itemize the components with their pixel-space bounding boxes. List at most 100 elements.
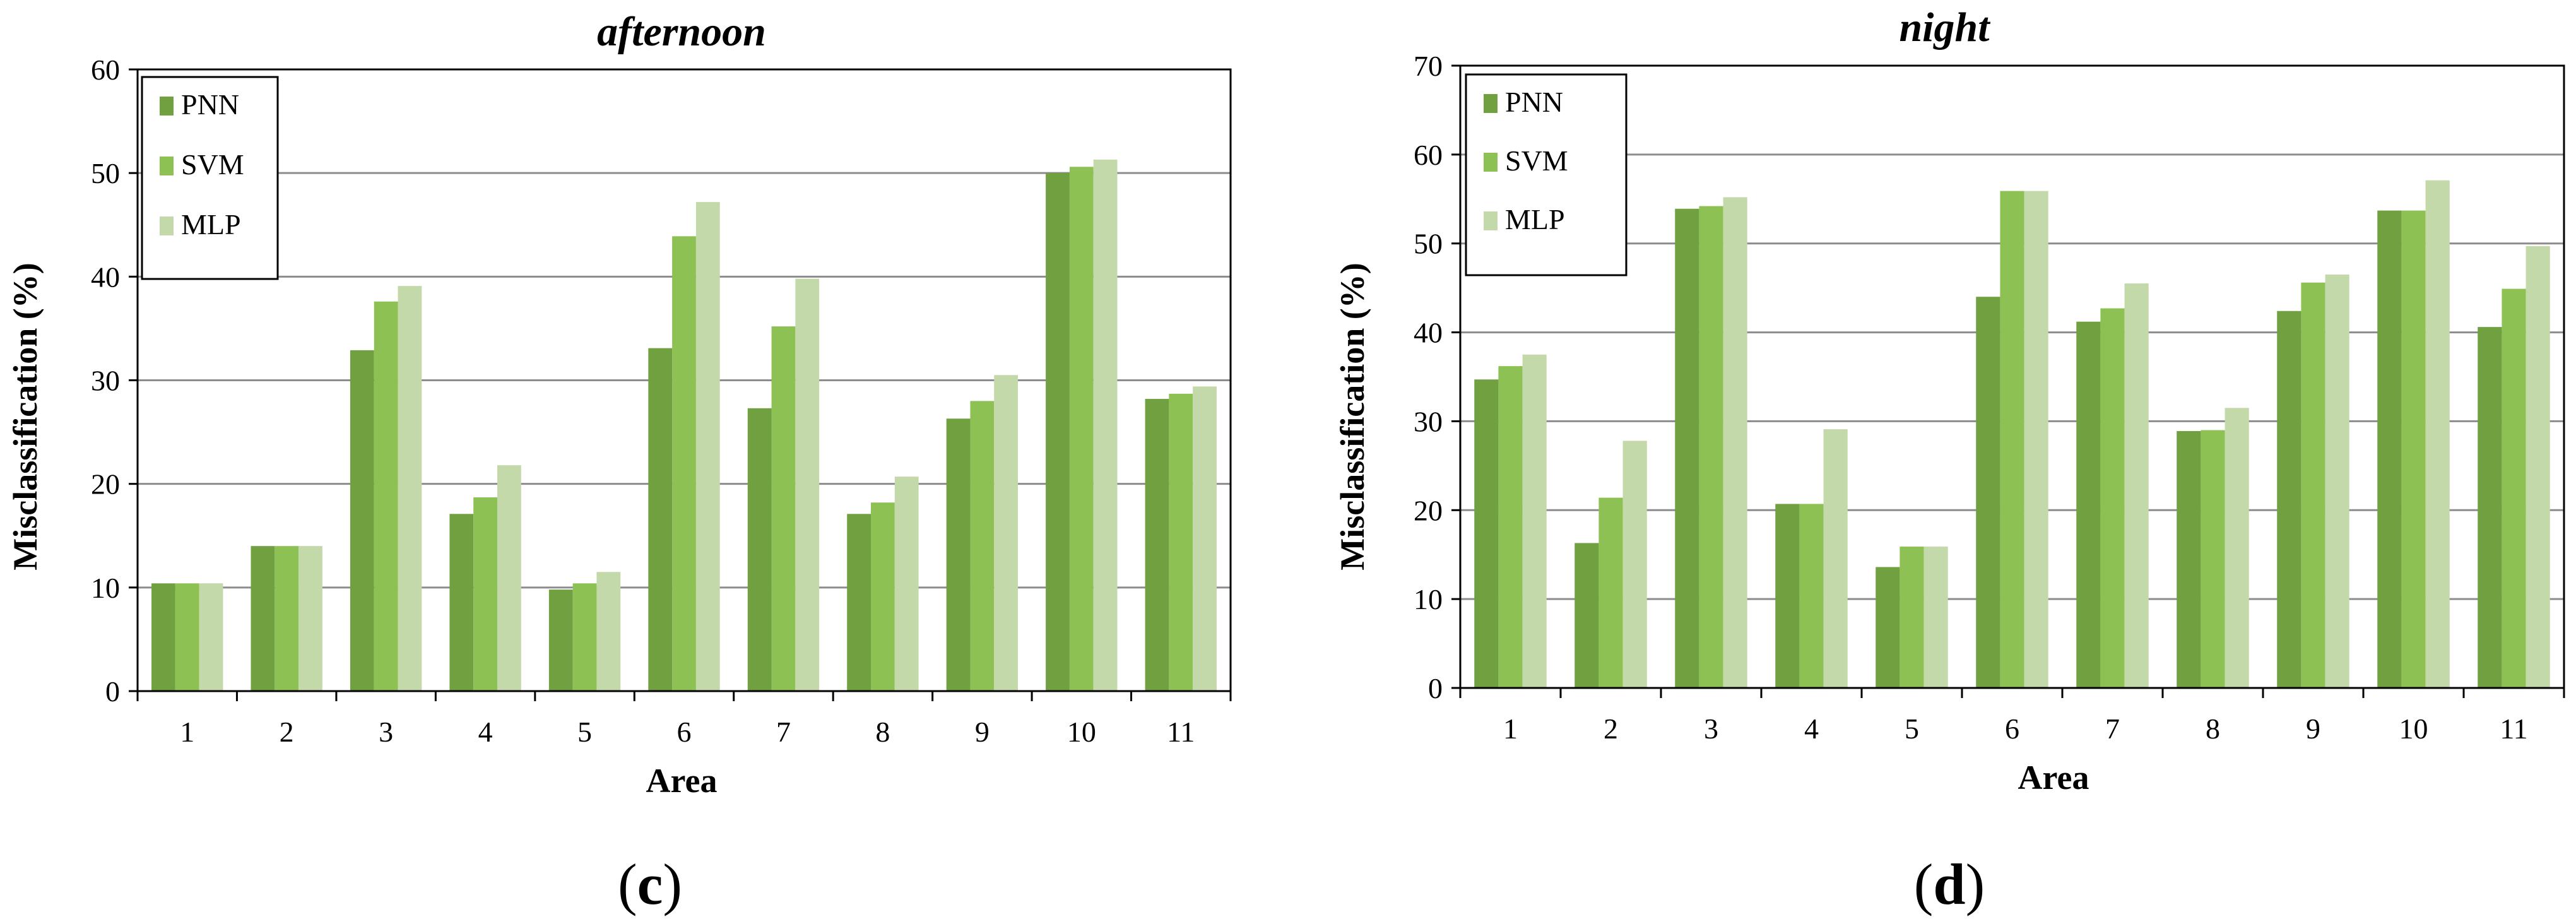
caption-open: (	[1914, 852, 1934, 916]
bar-pnn-area-4	[449, 514, 474, 691]
bar-mlp-area-11	[2526, 246, 2550, 688]
bar-mlp-area-7	[795, 278, 820, 691]
axes	[129, 68, 1232, 701]
x-tick-label: 6	[677, 716, 692, 748]
bar-mlp-area-5	[1923, 547, 1948, 688]
x-axis-label: Area	[646, 762, 718, 800]
y-axis-label: Misclassification (%)	[1333, 263, 1371, 570]
x-tick-label: 2	[280, 716, 294, 748]
bar-pnn-area-10	[2377, 210, 2402, 688]
bar-svm-area-10	[1069, 167, 1094, 692]
x-tick-label: 11	[2500, 713, 2527, 745]
bar-svm-area-4	[1799, 504, 1824, 688]
y-tick-label: 40	[91, 261, 120, 293]
bar-svm-area-6	[2000, 191, 2024, 688]
y-tick-label: 10	[1414, 583, 1443, 615]
caption-close: )	[663, 852, 682, 916]
bar-pnn-area-8	[2177, 430, 2201, 688]
x-axis-label: Area	[2018, 759, 2089, 797]
bar-mlp-area-1	[1522, 354, 1547, 688]
y-tick-label: 30	[1414, 405, 1443, 437]
y-tick-labels: 0 10 20 30 40 50 60 70	[1414, 50, 1443, 704]
caption-close: )	[1966, 852, 1985, 916]
x-tick-label: 5	[577, 716, 592, 748]
bar-pnn-area-1	[151, 583, 175, 691]
bar-svm-area-6	[672, 236, 696, 691]
y-tick-labels: 0 10 20 30 40 50 60	[91, 54, 120, 708]
x-tick-label: 9	[2306, 713, 2320, 745]
x-tick-label: 9	[975, 716, 990, 748]
y-tick-label: 20	[1414, 494, 1443, 526]
legend-label-pnn: PNN	[181, 88, 239, 121]
legend-swatch-mlp	[1484, 211, 1498, 230]
chart-panel-afternoon: afternoon 0 10 20 30 40 50 60 1 2 3 4 5 6 7 8 9 10 11 Ar…	[6, 9, 1232, 916]
bar-pnn-area-3	[350, 350, 374, 691]
bar-svm-area-5	[1900, 547, 1924, 688]
bar-svm-area-8	[871, 502, 895, 691]
caption-letter: d	[1933, 852, 1965, 916]
x-tick-label: 10	[2399, 713, 2428, 745]
legend-swatch-pnn	[160, 97, 174, 116]
bar-svm-area-2	[1598, 497, 1623, 688]
legend-label-mlp: MLP	[1505, 203, 1565, 235]
x-tick-label: 8	[2206, 713, 2220, 745]
bar-pnn-area-1	[1474, 379, 1499, 688]
bar-mlp-area-5	[596, 572, 621, 691]
x-tick-label: 6	[2005, 713, 2019, 745]
bar-pnn-area-2	[1575, 543, 1599, 688]
bar-pnn-area-8	[847, 514, 871, 691]
y-tick-label: 0	[1428, 672, 1443, 704]
axes	[1451, 64, 2565, 698]
bar-mlp-area-9	[994, 375, 1019, 691]
bar-pnn-area-7	[2076, 321, 2101, 688]
caption-letter: c	[637, 852, 663, 916]
bar-pnn-area-9	[2277, 311, 2301, 688]
bar-svm-area-2	[275, 546, 299, 691]
legend-label-svm: SVM	[181, 148, 244, 181]
y-tick-label: 70	[1414, 50, 1443, 82]
y-axis-label: Misclassification (%)	[6, 263, 44, 570]
legend-swatch-svm	[1484, 153, 1498, 172]
chart-title: afternoon	[597, 9, 766, 55]
bar-svm-area-7	[771, 326, 796, 691]
bar-pnn-area-10	[1046, 173, 1070, 692]
x-tick-label: 1	[1503, 713, 1518, 745]
bar-pnn-area-3	[1675, 208, 1699, 688]
chart-night: night 0 10 20 30 40 50 60 70 1 2 3 4 5 6 7 8 9 10 11 Area…	[1333, 4, 2565, 916]
bar-pnn-area-9	[946, 418, 971, 691]
bar-svm-area-3	[374, 301, 398, 691]
bar-svm-area-11	[2502, 288, 2526, 689]
y-tick-label: 10	[91, 572, 120, 604]
x-tick-labels: 1 2 3 4 5 6 7 8 9 10 11	[1503, 713, 2528, 745]
bar-svm-area-1	[1498, 366, 1523, 688]
panel-caption: (d)	[1914, 852, 1985, 916]
caption-open: (	[618, 852, 637, 916]
bar-pnn-area-7	[747, 408, 772, 691]
legend-label-mlp: MLP	[181, 208, 241, 240]
bar-svm-area-11	[1169, 393, 1193, 691]
bar-pnn-area-5	[1876, 567, 1900, 688]
x-tick-label: 4	[478, 716, 493, 748]
x-tick-label: 2	[1604, 713, 1618, 745]
x-tick-label: 3	[1704, 713, 1718, 745]
legend-swatch-svm	[160, 157, 174, 175]
bar-mlp-area-6	[2024, 191, 2048, 688]
bar-svm-area-8	[2201, 430, 2225, 688]
bar-mlp-area-2	[1622, 441, 1647, 688]
bar-svm-area-10	[2401, 210, 2426, 688]
y-tick-label: 60	[1414, 139, 1443, 171]
x-tick-label: 11	[1167, 716, 1195, 748]
bar-mlp-area-8	[894, 477, 919, 691]
bar-mlp-area-3	[1723, 197, 1747, 688]
legend-swatch-pnn	[1484, 94, 1498, 113]
x-tick-label: 4	[1804, 713, 1819, 745]
bar-mlp-area-11	[1193, 386, 1217, 691]
x-tick-label: 8	[875, 716, 890, 748]
x-tick-label: 1	[180, 716, 194, 748]
plot-border	[1459, 64, 2565, 689]
bar-svm-area-5	[572, 583, 597, 691]
y-tick-label: 60	[91, 54, 120, 86]
bar-mlp-area-2	[298, 546, 322, 691]
chart-afternoon: afternoon 0 10 20 30 40 50 60 1 2 3 4 5 6 7 8 9 10 11 Ar…	[6, 9, 1232, 916]
bar-mlp-area-1	[199, 583, 223, 691]
